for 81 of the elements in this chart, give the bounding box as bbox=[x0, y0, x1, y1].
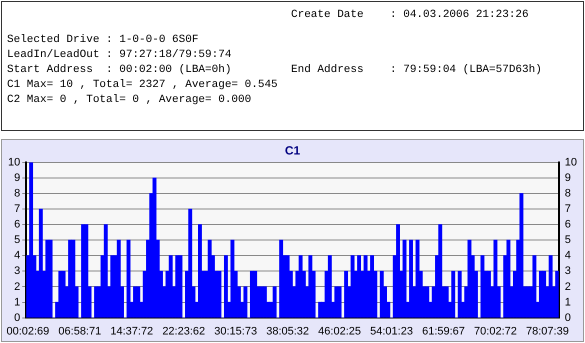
x-tick-label: 06:58:71 bbox=[58, 325, 102, 338]
bar bbox=[532, 255, 536, 318]
bar bbox=[253, 270, 258, 318]
bar bbox=[243, 286, 248, 318]
bar bbox=[84, 224, 88, 318]
text: Selected Drive : 1-0-0-0 6S0F bbox=[7, 34, 198, 46]
bar bbox=[338, 286, 342, 318]
bar bbox=[126, 240, 130, 318]
y2-tick-label: 4 bbox=[564, 250, 571, 262]
y-tick-label: 9 bbox=[14, 172, 20, 184]
bar bbox=[272, 286, 277, 318]
x-tick-label: 14:37:72 bbox=[110, 325, 154, 338]
bar bbox=[48, 240, 53, 318]
x-tick-label: 54:01:23 bbox=[370, 325, 413, 338]
y2-tick-label: 8 bbox=[564, 188, 571, 200]
text: Create Date : 04.03.2006 21:23:26 bbox=[291, 9, 529, 21]
bar bbox=[350, 255, 355, 318]
bar bbox=[198, 224, 202, 318]
y-tick-label: 10 bbox=[8, 156, 20, 168]
y2-tick-label: 3 bbox=[564, 265, 571, 278]
bar bbox=[71, 240, 76, 318]
bar bbox=[81, 224, 86, 318]
y2-tick-label: 1 bbox=[564, 296, 571, 308]
x-tick-label: 22:23:62 bbox=[162, 325, 206, 338]
bar bbox=[493, 240, 498, 318]
bar bbox=[468, 240, 472, 318]
text: Start Address : 00:02:00 (LBA=0h) bbox=[7, 64, 232, 76]
x-tick-label: 78:07:39 bbox=[526, 325, 569, 338]
bar bbox=[364, 255, 368, 318]
bar bbox=[279, 240, 284, 318]
bar bbox=[519, 193, 524, 318]
y-tick-label: 4 bbox=[14, 250, 20, 262]
bar bbox=[416, 240, 420, 318]
chart-title: C1 bbox=[284, 144, 300, 158]
y-tick-label: 0 bbox=[14, 312, 20, 324]
y-tick-label: 1 bbox=[14, 296, 20, 308]
text: LeadIn/LeadOut : 97:27:18/79:59:74 bbox=[7, 49, 232, 61]
y-tick-label: 7 bbox=[14, 203, 20, 216]
y2-tick-label: 5 bbox=[564, 234, 571, 246]
bar bbox=[208, 240, 212, 318]
y-tick-label: 5 bbox=[14, 234, 20, 246]
y-tick-label: 6 bbox=[14, 218, 20, 231]
x-tick-label: 00:02:69 bbox=[6, 325, 50, 338]
bar bbox=[357, 255, 362, 318]
bar bbox=[328, 255, 332, 318]
bar bbox=[298, 255, 303, 318]
x-tick-label: 38:05:32 bbox=[266, 325, 310, 338]
text: C2 Max= 0 , Total= 0 , Average= 0.000 bbox=[7, 94, 252, 106]
bar bbox=[370, 255, 374, 318]
bar bbox=[286, 255, 290, 318]
bar bbox=[409, 240, 413, 318]
bar bbox=[217, 270, 222, 318]
y-tick-label: 8 bbox=[14, 188, 20, 200]
bar bbox=[344, 270, 348, 318]
bar bbox=[29, 162, 34, 318]
x-tick-label: 30:15:73 bbox=[214, 325, 258, 338]
y2-tick-label: 7 bbox=[564, 203, 571, 216]
bar bbox=[542, 270, 546, 318]
y-tick-label: 3 bbox=[14, 265, 20, 278]
bar bbox=[480, 255, 484, 318]
bar bbox=[152, 178, 156, 318]
bar bbox=[506, 240, 510, 318]
y2-tick-label: 9 bbox=[564, 172, 571, 184]
x-tick-label: 70:02:72 bbox=[474, 325, 517, 338]
bar bbox=[62, 270, 66, 318]
bar bbox=[396, 224, 400, 318]
bar bbox=[548, 255, 553, 318]
bar bbox=[178, 255, 182, 318]
x-tick-label: 46:02:25 bbox=[318, 325, 361, 338]
bar bbox=[38, 208, 43, 318]
y2-tick-label: 10 bbox=[564, 156, 578, 168]
y2-tick-label: 0 bbox=[564, 312, 571, 324]
text: C1 Max= 10 , Total= 2327 , Average= 0.545 bbox=[7, 79, 278, 91]
x-tick-label: 61:59:67 bbox=[422, 325, 465, 338]
bar bbox=[555, 270, 559, 318]
bar bbox=[402, 240, 406, 318]
text: End Address : 79:59:04 (LBA=57D63h) bbox=[291, 64, 542, 76]
y2-tick-label: 6 bbox=[564, 218, 571, 231]
y2-tick-label: 2 bbox=[564, 280, 571, 293]
y-tick-label: 2 bbox=[14, 280, 20, 293]
bar bbox=[224, 255, 228, 318]
